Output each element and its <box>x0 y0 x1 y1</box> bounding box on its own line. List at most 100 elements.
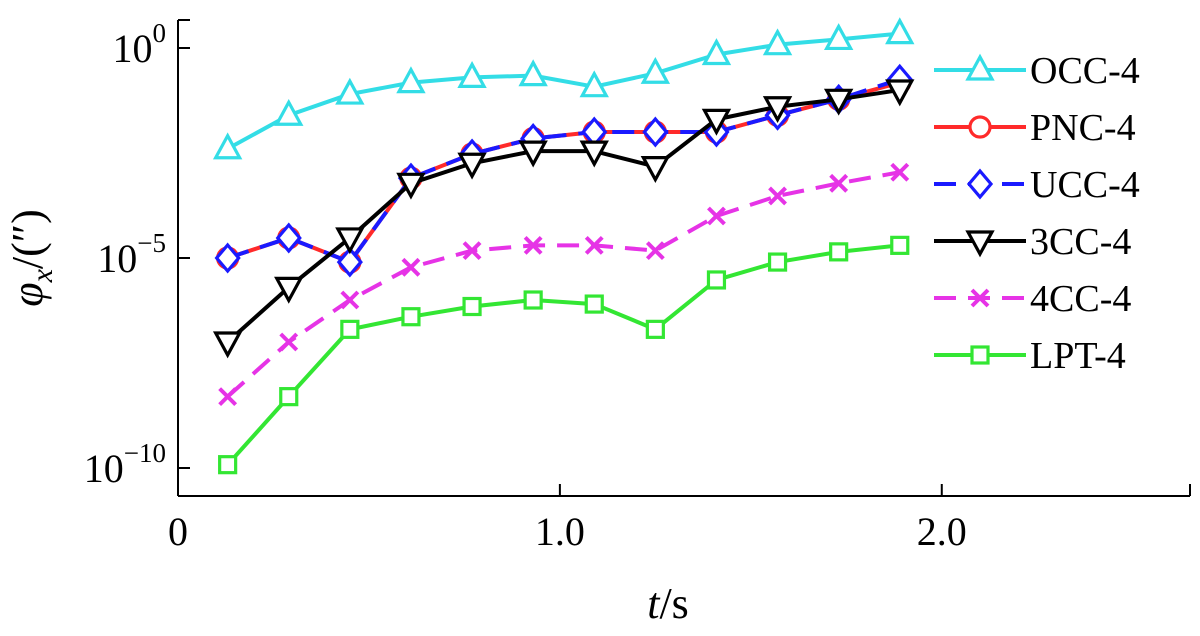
triangle-down-marker <box>823 88 854 116</box>
y-axis-label-unit: /(″) <box>3 209 52 269</box>
x-marker-stroke <box>401 257 421 277</box>
square-marker <box>523 290 543 310</box>
square-marker <box>279 387 299 407</box>
x-marker <box>340 290 360 310</box>
triangle-down-marker <box>335 227 365 255</box>
square-marker <box>890 235 910 255</box>
triangle-up-marker <box>335 77 365 105</box>
x-marker-stroke <box>645 241 665 261</box>
legend-item-lpt-4: LPT-4 <box>934 335 1126 377</box>
square-marker <box>340 319 360 339</box>
x-axis-label: t/s <box>647 579 689 628</box>
square-marker <box>218 455 238 475</box>
x-marker <box>218 387 238 407</box>
triangle-up-marker <box>579 70 609 98</box>
x-tick-label: 2.0 <box>917 509 967 554</box>
triangle-up-marker <box>396 66 426 94</box>
x-marker <box>462 241 482 261</box>
legend-item-pnc-4: PNC-4 <box>934 107 1136 149</box>
y-tick-base: 10 <box>113 26 153 71</box>
series-line-occ-4 <box>226 31 900 151</box>
y-tick-label: 10−10 <box>84 438 166 491</box>
series-4cc-4 <box>218 162 910 407</box>
x-marker <box>645 241 665 261</box>
triangle-down-marker <box>579 140 609 168</box>
triangle-down-marker <box>640 156 671 183</box>
x-marker-stroke <box>218 387 238 407</box>
y-axis-label-subscript: x <box>26 268 59 283</box>
triangle-down-marker <box>396 172 426 200</box>
series-occ-4 <box>212 17 915 160</box>
legend-item-ucc-4: UCC-4 <box>934 164 1140 206</box>
legend: OCC-4 PNC-4 UCC-4 3CC-4 4CC-4 LPT-4 <box>934 50 1140 377</box>
triangle-up-marker <box>762 28 793 56</box>
x-tick-label: 0 <box>168 509 188 554</box>
y-tick-label: 100 <box>113 18 167 71</box>
legend-label: 4CC-4 <box>1030 278 1131 320</box>
series-line-3cc-4 <box>226 88 901 344</box>
x-marker <box>970 288 990 308</box>
y-axis-label: φx/(″) <box>3 209 59 307</box>
legend-label: OCC-4 <box>1030 50 1140 92</box>
x-marker-stroke <box>768 186 787 206</box>
square-marker <box>706 270 727 290</box>
x-marker <box>890 162 910 182</box>
x-marker-stroke <box>829 173 849 193</box>
x-marker <box>279 332 299 352</box>
diamond-marker <box>214 242 241 274</box>
legend-label: 3CC-4 <box>1030 221 1131 263</box>
series-line-ucc-4 <box>227 77 901 265</box>
legend-item-3cc-4: 3CC-4 <box>934 221 1131 263</box>
x-marker <box>401 257 421 277</box>
x-axis-label-unit: /s <box>659 579 688 628</box>
triangle-up-marker <box>640 56 671 84</box>
series-lpt-4 <box>218 235 910 475</box>
triangle-down-marker <box>274 276 304 304</box>
x-axis-label-var: t <box>647 579 661 628</box>
x-marker <box>829 173 849 193</box>
diamond-marker <box>336 246 363 278</box>
x-marker-stroke <box>890 162 910 182</box>
triangle-down-marker <box>457 152 487 180</box>
x-marker-stroke <box>584 235 604 255</box>
x-marker <box>768 186 787 206</box>
square-marker <box>970 345 990 365</box>
x-marker <box>523 235 543 255</box>
x-marker-stroke <box>970 288 990 308</box>
triangle-down-marker <box>701 108 732 136</box>
square-marker <box>584 294 604 314</box>
series-layer <box>212 17 915 475</box>
y-tick-exponent: −5 <box>137 228 166 258</box>
series-line-4cc-4 <box>226 170 901 399</box>
legend-item-4cc-4: 4CC-4 <box>934 278 1131 320</box>
legend-label: PNC-4 <box>1030 107 1136 149</box>
axis-labels: t/s φx/(″) <box>3 209 689 628</box>
y-tick-exponent: −10 <box>124 438 166 468</box>
x-marker-stroke <box>340 290 360 310</box>
diamond-marker <box>275 222 302 254</box>
triangle-up-marker <box>274 98 304 126</box>
triangle-up-marker <box>518 59 548 87</box>
triangle-up-marker <box>965 53 995 81</box>
square-marker <box>767 252 788 272</box>
x-marker <box>584 235 604 255</box>
triangle-up-marker <box>457 61 487 88</box>
y-tick-base: 10 <box>97 236 137 281</box>
x-marker <box>707 206 726 226</box>
legend-label: UCC-4 <box>1030 164 1140 206</box>
series-3cc-4 <box>212 79 915 359</box>
y-tick-exponent: 0 <box>153 18 167 48</box>
circle-marker <box>968 115 992 139</box>
triangle-down-marker <box>965 230 995 258</box>
legend-label: LPT-4 <box>1030 335 1126 377</box>
triangle-down-marker <box>762 96 793 124</box>
triangle-up-marker <box>212 132 243 160</box>
legend-item-occ-4: OCC-4 <box>934 50 1140 92</box>
square-marker <box>462 296 482 317</box>
square-marker <box>829 242 849 262</box>
triangle-up-marker <box>885 17 915 45</box>
series-line-lpt-4 <box>226 243 900 467</box>
triangle-down-marker <box>518 140 548 168</box>
